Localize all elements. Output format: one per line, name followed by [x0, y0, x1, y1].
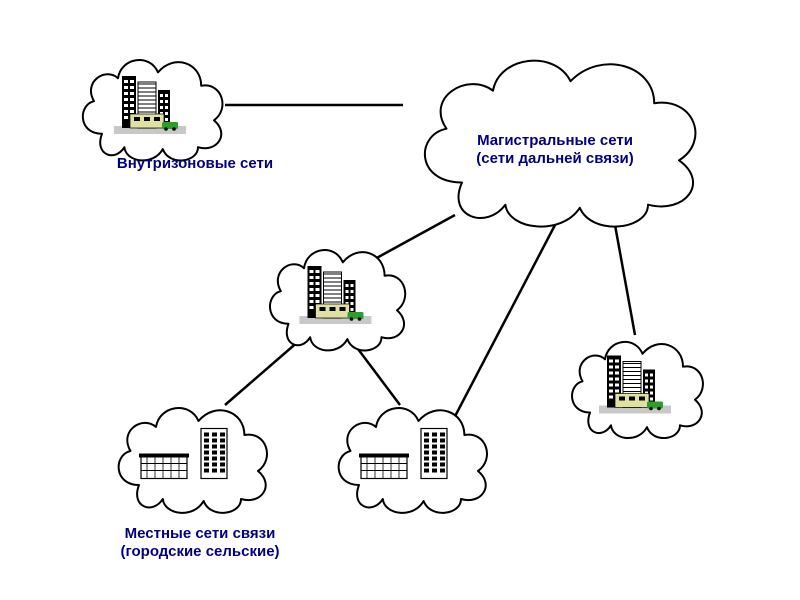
diagram-canvas: Внутризоновые сети Магистральные сети (с… — [0, 0, 800, 600]
node-right — [560, 330, 710, 440]
node-local-right — [325, 395, 495, 515]
label-trunk-line1: Магистральные сети — [477, 132, 633, 149]
node-intrazone — [70, 48, 230, 163]
city-buildings-icon — [293, 260, 377, 326]
label-trunk-line2: (сети дальней связи) — [476, 150, 633, 167]
city-buildings-icon — [593, 350, 677, 416]
node-local-left — [105, 395, 275, 515]
flat-buildings-icon — [135, 423, 245, 483]
label-local-line1: Местные сети связи — [125, 525, 276, 542]
flat-buildings-icon — [355, 423, 465, 483]
label-local-line2: (городские сельские) — [120, 543, 279, 560]
node-center — [258, 238, 413, 353]
city-buildings-icon — [108, 70, 192, 136]
label-intrazone: Внутризоновые сети — [117, 155, 273, 172]
